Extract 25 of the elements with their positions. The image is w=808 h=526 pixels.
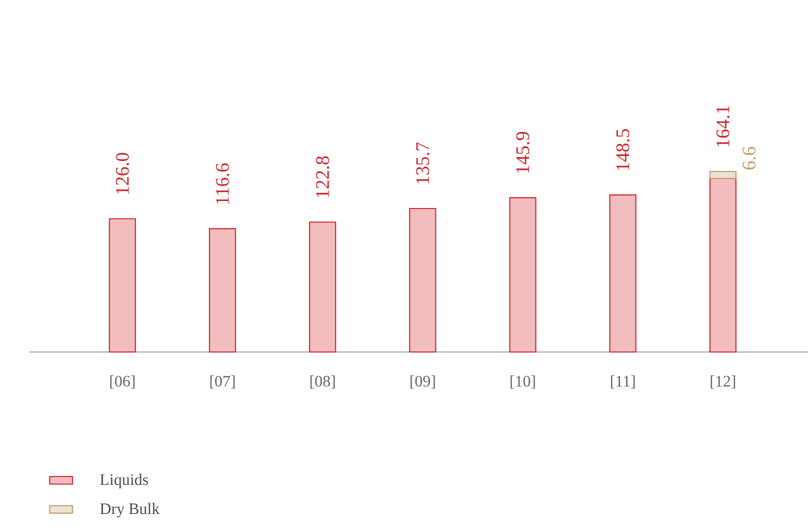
data-label: 122.8	[316, 156, 330, 198]
data-label: 164.1	[716, 106, 730, 146]
bar	[709, 170, 736, 179]
bar	[709, 178, 736, 353]
x-tick-label: [07]	[210, 375, 235, 389]
x-tick-label: [09]	[410, 375, 435, 389]
bar	[208, 228, 236, 353]
bar	[409, 208, 436, 353]
data-label: 135.7	[416, 142, 430, 184]
x-tick-label: [08]	[310, 375, 335, 389]
x-tick-label: [10]	[510, 375, 535, 389]
x-tick-label: [11]	[611, 375, 635, 389]
bar	[108, 218, 136, 353]
legend-label: Dry Bulk	[100, 502, 160, 518]
legend-label: Liquids	[100, 474, 148, 488]
data-label: 116.6	[216, 163, 229, 204]
data-label: 145.9	[516, 132, 530, 173]
bar	[309, 222, 336, 353]
data-label: 148.5	[616, 129, 630, 170]
data-label: 6.6	[742, 146, 756, 170]
bar	[509, 197, 536, 353]
x-tick-label: [12]	[710, 375, 736, 389]
x-tick-label: [06]	[110, 375, 135, 389]
data-label: 126.0	[116, 152, 129, 194]
bar	[609, 194, 636, 353]
